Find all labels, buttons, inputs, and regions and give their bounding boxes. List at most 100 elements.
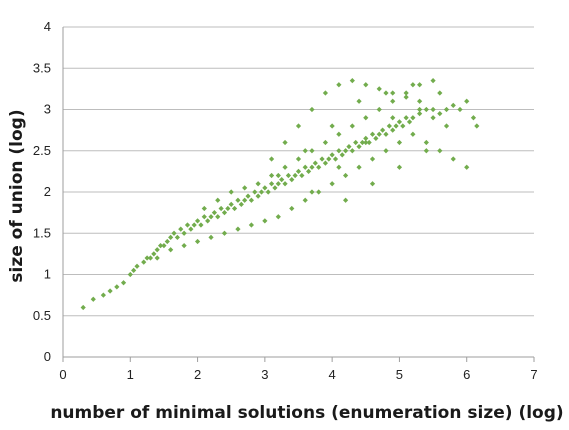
scatter-point xyxy=(194,218,201,224)
scatter-point xyxy=(107,288,113,294)
scatter-point xyxy=(319,156,325,162)
scatter-point xyxy=(363,115,369,121)
scatter-point xyxy=(363,82,369,88)
scatter-point xyxy=(289,177,295,183)
scatter-point xyxy=(255,181,261,187)
scatter-point xyxy=(235,226,241,232)
scatter-point xyxy=(417,106,423,113)
scatter-point xyxy=(282,181,288,187)
scatter-point xyxy=(437,148,443,154)
scatter-point xyxy=(285,172,292,179)
x-tick-labels: 0 1 2 3 4 5 6 7 xyxy=(59,367,537,382)
y-tick-label: 1 xyxy=(44,267,51,282)
scatter-point xyxy=(383,90,389,96)
scatter-point xyxy=(302,197,308,203)
x-tick-label: 4 xyxy=(329,367,336,382)
scatter-point xyxy=(275,172,281,179)
x-tick-label: 6 xyxy=(463,367,470,382)
scatter-point xyxy=(474,123,480,129)
scatter-point xyxy=(410,82,416,88)
scatter-point xyxy=(242,185,248,191)
scatter-point xyxy=(245,193,251,199)
scatter-point xyxy=(114,284,120,290)
scatter-point xyxy=(235,197,241,203)
scatter-point xyxy=(417,111,423,117)
scatter-point xyxy=(464,164,470,170)
scatter-point xyxy=(329,181,335,187)
scatter-point xyxy=(386,123,392,129)
scatter-point xyxy=(470,115,477,121)
scatter-point xyxy=(336,82,342,88)
scatter-point xyxy=(403,115,409,121)
scatter-point xyxy=(376,131,382,137)
scatter-point xyxy=(141,259,147,265)
scatter-point xyxy=(228,189,234,195)
scatter-point xyxy=(390,115,396,121)
scatter-point xyxy=(423,148,429,154)
scatter-point xyxy=(289,205,295,212)
scatter-point xyxy=(208,214,214,220)
scatter-point xyxy=(383,148,389,154)
scatter-point xyxy=(410,131,416,137)
scatter-point xyxy=(423,106,429,113)
scatter-point xyxy=(336,164,342,170)
scatter-point xyxy=(248,197,254,203)
scatter-point xyxy=(295,168,302,174)
scatter-point xyxy=(295,156,302,162)
scatter-point xyxy=(336,131,342,137)
scatter-point xyxy=(430,78,436,84)
y-tick-label: 3.5 xyxy=(33,60,51,75)
scatter-point xyxy=(262,218,268,224)
y-tick-label: 3 xyxy=(44,102,51,117)
scatter-point xyxy=(390,127,396,133)
scatter-point xyxy=(151,251,157,257)
scatter-point xyxy=(430,106,436,113)
scatter-point xyxy=(268,181,275,187)
scatter-point xyxy=(80,304,86,311)
scatter-point xyxy=(134,263,140,269)
scatter-point xyxy=(275,214,281,220)
scatter-point xyxy=(127,271,133,278)
scatter-point xyxy=(302,148,308,154)
y-tick-label: 2 xyxy=(44,184,51,199)
scatter-point xyxy=(363,135,369,141)
scatter-point xyxy=(403,94,409,100)
scatter-point xyxy=(258,189,265,195)
scatter-point xyxy=(131,267,137,273)
scatter-point xyxy=(268,156,275,162)
scatter-point xyxy=(406,119,413,125)
scatter-point xyxy=(268,172,275,179)
scatter-point xyxy=(457,106,463,113)
scatter-point xyxy=(252,189,258,195)
scatter-point xyxy=(248,222,254,228)
scatter-point xyxy=(168,247,174,253)
scatter-point xyxy=(215,197,221,203)
x-tick-label: 0 xyxy=(59,367,66,382)
scatter-point xyxy=(309,148,315,154)
scatter-point xyxy=(120,280,127,286)
x-tick-label: 2 xyxy=(194,367,201,382)
scatter-point xyxy=(363,139,369,146)
scatter-point xyxy=(356,98,362,104)
scatter-point xyxy=(184,222,191,228)
scatter-point xyxy=(376,106,382,113)
scatter-point xyxy=(343,197,349,203)
scatter-point xyxy=(396,119,403,125)
scatter-point xyxy=(282,139,288,146)
gridlines xyxy=(63,26,534,317)
scatter-point xyxy=(174,234,180,240)
scatter-point xyxy=(356,144,362,150)
scatter-point xyxy=(181,230,187,236)
scatter-point xyxy=(329,123,335,129)
scatter-point xyxy=(90,296,96,302)
data-points xyxy=(80,78,480,311)
scatter-point xyxy=(188,226,194,232)
y-tick-label: 0.5 xyxy=(33,308,51,323)
y-axis-title: size of union (log) xyxy=(7,109,27,282)
scatter-point xyxy=(464,98,470,104)
y-tick-label: 1.5 xyxy=(33,225,51,240)
scatter-point xyxy=(194,238,201,245)
scatter-point xyxy=(312,160,318,166)
